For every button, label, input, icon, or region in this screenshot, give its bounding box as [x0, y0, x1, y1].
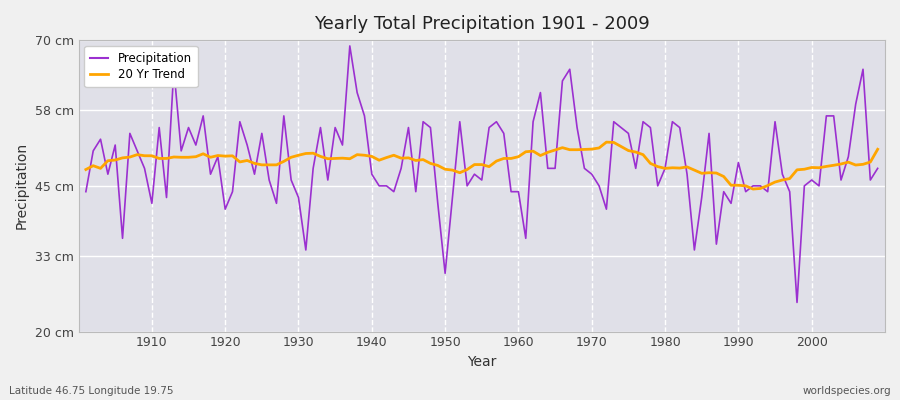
Y-axis label: Precipitation: Precipitation: [15, 142, 29, 230]
Text: Latitude 46.75 Longitude 19.75: Latitude 46.75 Longitude 19.75: [9, 386, 174, 396]
Legend: Precipitation, 20 Yr Trend: Precipitation, 20 Yr Trend: [85, 46, 197, 87]
X-axis label: Year: Year: [467, 355, 497, 369]
Title: Yearly Total Precipitation 1901 - 2009: Yearly Total Precipitation 1901 - 2009: [314, 15, 650, 33]
Text: worldspecies.org: worldspecies.org: [803, 386, 891, 396]
